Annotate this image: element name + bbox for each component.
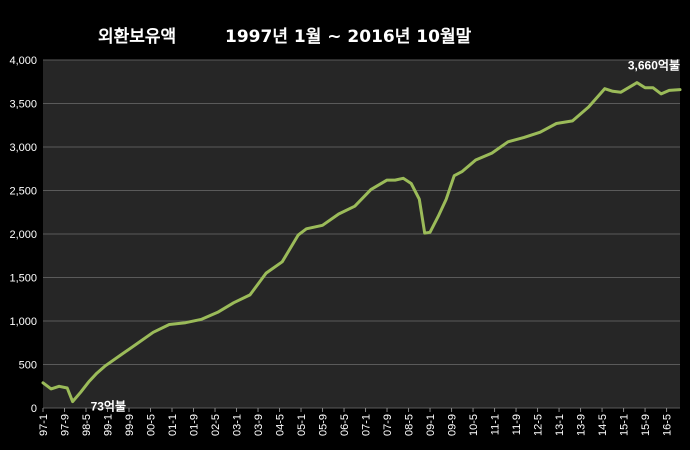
- x-tick-label: 13-9: [576, 414, 588, 436]
- x-tick-label: 11-1: [490, 414, 502, 435]
- x-tick-label: 05-1: [296, 414, 308, 436]
- y-tick-label: 1,000: [9, 316, 37, 328]
- annotation-label: 73억불: [91, 400, 126, 414]
- x-tick-label: 14-5: [597, 414, 609, 436]
- x-tick-label: 07-1: [361, 414, 373, 436]
- x-tick-label: 10-5: [468, 414, 480, 436]
- y-tick-label: 4,000: [9, 55, 37, 67]
- y-tick-label: 2,500: [9, 186, 37, 198]
- x-tick-label: 09-1: [425, 414, 437, 436]
- chart-title-block: 외환보유액 1997년 1월 ~ 2016년 10월말: [0, 20, 690, 48]
- x-tick-label: 16-5: [662, 414, 674, 436]
- x-tick-label: 04-5: [275, 414, 287, 436]
- y-tick-label: 1,500: [9, 273, 37, 285]
- x-tick-label: 01-9: [189, 414, 201, 436]
- x-tick-label: 15-1: [619, 414, 631, 436]
- y-tick-label: 3,500: [9, 99, 37, 111]
- x-tick-label: 97-1: [38, 414, 50, 436]
- x-tick-label: 01-1: [167, 414, 179, 436]
- x-tick-label: 07-9: [382, 414, 394, 436]
- x-tick-label: 02-5: [210, 414, 222, 436]
- y-tick-label: 500: [19, 360, 37, 372]
- series-line-reserves: [41, 81, 682, 404]
- chart-title: 외환보유액: [98, 27, 177, 47]
- x-tick-label: 99-9: [124, 414, 136, 436]
- x-axis-ticks: 97-1 97-9 98-5 99-1 99-9 00-5 01-1 01-9 02-5 03-1…: [38, 408, 674, 436]
- gridlines: [43, 59, 680, 409]
- y-tick-label: 2,000: [9, 229, 37, 241]
- x-tick-label: 00-5: [146, 414, 158, 436]
- y-axis-ticks: 0 500 1,000 1,500 2,000 2,500 3,000 3,500 4,000: [9, 55, 37, 415]
- y-tick-label: 3,000: [9, 142, 37, 154]
- x-tick-label: 15-9: [640, 414, 652, 436]
- chart-subtitle: 1997년 1월 ~ 2016년 10월말: [225, 27, 472, 47]
- x-tick-label: 98-5: [81, 414, 93, 436]
- x-tick-label: 05-9: [318, 414, 330, 436]
- x-tick-label: 09-9: [447, 414, 459, 436]
- x-tick-label: 11-9: [511, 414, 523, 435]
- x-tick-label: 03-1: [232, 414, 244, 436]
- annotations: 73억불 3,660억불: [91, 59, 680, 414]
- x-tick-label: 03-9: [253, 414, 265, 436]
- x-tick-label: 97-9: [60, 414, 72, 436]
- x-tick-label: 06-5: [339, 414, 351, 436]
- annotation-label: 3,660억불: [628, 59, 680, 73]
- x-tick-label: 13-1: [554, 414, 566, 436]
- x-tick-label: 12-5: [533, 414, 545, 436]
- x-tick-label: 08-5: [404, 414, 416, 436]
- y-tick-label: 0: [31, 403, 37, 415]
- x-tick-label: 99-1: [103, 414, 115, 436]
